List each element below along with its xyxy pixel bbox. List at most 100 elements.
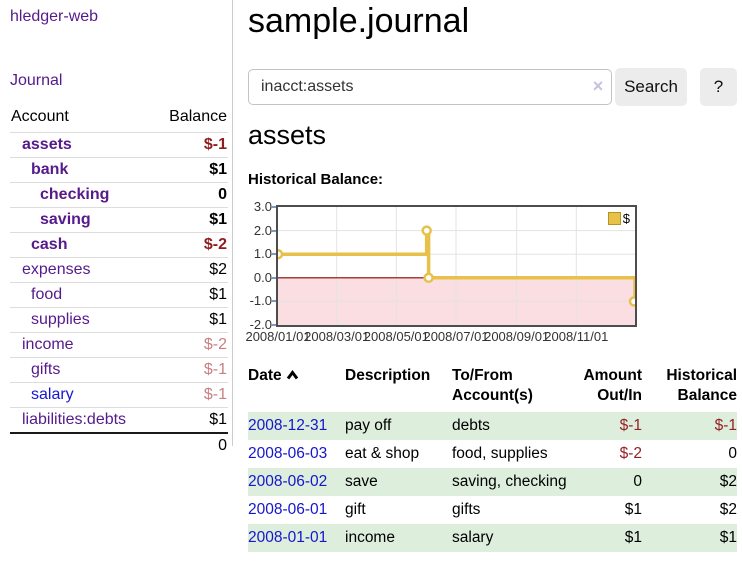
account-balance: $1 xyxy=(150,307,228,333)
date-column-header[interactable]: Date xyxy=(248,363,345,412)
accounts-total-row: 0 xyxy=(10,432,228,458)
search-button[interactable]: Search xyxy=(615,68,687,106)
transaction-balance: $1 xyxy=(719,529,737,546)
legend-swatch-icon xyxy=(607,212,621,225)
x-axis-tick-label: 2008/09/01 xyxy=(484,329,550,344)
transaction-accounts: salary xyxy=(452,529,494,546)
account-balance: $1 xyxy=(150,407,228,433)
y-axis-tick-label: -1.0 xyxy=(249,293,272,309)
transaction-date-link[interactable]: 2008-01-01 xyxy=(248,529,328,546)
y-axis-tick-label: 0.0 xyxy=(253,269,272,285)
y-axis-tick-mark xyxy=(271,229,276,232)
account-link-food[interactable]: food xyxy=(31,286,63,303)
transaction-row[interactable]: 2008-06-01 gift gifts $1 $2 xyxy=(248,496,737,524)
y-axis-tick-mark xyxy=(271,300,276,303)
account-row: food $1 xyxy=(10,282,228,308)
transaction-balance: $-1 xyxy=(714,417,737,434)
chart-canvas xyxy=(278,207,635,325)
brand-link[interactable]: hledger-web xyxy=(10,8,99,25)
account-link-checking[interactable]: checking xyxy=(40,186,110,203)
transaction-amount: $1 xyxy=(624,501,642,518)
help-button[interactable]: ? xyxy=(700,68,737,106)
account-balance: $-2 xyxy=(150,332,228,358)
y-axis-tick-mark xyxy=(271,253,276,256)
account-link-cash[interactable]: cash xyxy=(31,236,68,253)
account-row: liabilities:debts $1 xyxy=(10,407,228,433)
balance-column-header: Balance xyxy=(169,108,227,125)
x-axis-tick-label: 2008/11/01 xyxy=(544,329,609,344)
sort-ascending-icon xyxy=(286,367,299,387)
x-axis-tick-label: 2008/03/01 xyxy=(304,329,370,344)
transaction-row[interactable]: 2008-06-03 eat & shop food, supplies $-2 0 xyxy=(248,440,737,468)
transaction-row[interactable]: 2008-12-31 pay off debts $-1 $-1 xyxy=(248,412,737,440)
transaction-amount: $-2 xyxy=(619,445,642,462)
account-link-assets[interactable]: assets xyxy=(22,136,72,153)
account-balance-table: Account Balance assets $-1 bank $1 checking 0… xyxy=(10,104,228,458)
account-table-header: Account Balance xyxy=(10,104,228,133)
transaction-amount: $1 xyxy=(624,529,642,546)
account-balance: 0 xyxy=(150,182,228,208)
transaction-date-link[interactable]: 2008-12-31 xyxy=(248,417,328,434)
account-balance: $-1 xyxy=(150,382,228,408)
transaction-date-link[interactable]: 2008-06-03 xyxy=(248,445,328,462)
account-link-saving[interactable]: saving xyxy=(40,211,91,228)
x-axis-tick-label: 2008/07/01 xyxy=(423,329,489,344)
account-row: income $-2 xyxy=(10,332,228,358)
account-row: expenses $2 xyxy=(10,257,228,283)
account-balance: $-2 xyxy=(150,232,228,258)
account-column-header: Account xyxy=(11,108,69,125)
transaction-amount: 0 xyxy=(633,473,642,490)
transactions-table: Date Description To/From Account(s) Amou… xyxy=(248,363,737,552)
search-input[interactable] xyxy=(248,69,612,105)
account-link-bank[interactable]: bank xyxy=(31,161,69,178)
sidebar-divider xyxy=(232,0,233,446)
y-axis-tick-label: -2.0 xyxy=(249,317,272,332)
y-axis-tick-label: 3.0 xyxy=(253,199,272,214)
y-axis-tick-label: 2.0 xyxy=(253,222,272,238)
transaction-date-link[interactable]: 2008-06-01 xyxy=(248,501,328,518)
historical-balance-chart: $ 3.0 2.0 1.0 0.0 -1.0 -2.0 2008/01/01 2008/03/… xyxy=(245,199,742,347)
transaction-accounts: gifts xyxy=(452,501,481,518)
account-row: checking 0 xyxy=(10,182,228,208)
account-row: assets $-1 xyxy=(10,132,228,158)
accounts-column-header: To/From Account(s) xyxy=(452,367,533,404)
account-row: salary $-1 xyxy=(10,382,228,408)
page-title: sample.journal xyxy=(248,2,470,40)
transaction-row[interactable]: 2008-06-02 save saving, checking 0 $2 xyxy=(248,468,737,496)
account-link-expenses[interactable]: expenses xyxy=(22,261,91,278)
description-column-header: Description xyxy=(345,367,431,384)
transaction-date-link[interactable]: 2008-06-02 xyxy=(248,473,328,490)
account-link-income[interactable]: income xyxy=(22,336,74,353)
transaction-row[interactable]: 2008-01-01 income salary $1 $1 xyxy=(248,524,737,552)
account-row: bank $1 xyxy=(10,157,228,183)
y-axis-tick-mark xyxy=(271,324,276,326)
transaction-balance: $2 xyxy=(719,473,737,490)
account-heading: assets xyxy=(248,120,327,150)
clear-search-icon[interactable]: × xyxy=(592,76,604,96)
account-link-salary[interactable]: salary xyxy=(31,386,74,403)
transaction-description: eat & shop xyxy=(345,445,420,462)
transactions-header-row: Date Description To/From Account(s) Amou… xyxy=(248,363,737,412)
account-balance: $-1 xyxy=(150,132,228,158)
account-row: supplies $1 xyxy=(10,307,228,333)
transaction-balance: $2 xyxy=(719,501,737,518)
transaction-description: income xyxy=(345,529,395,546)
legend-label: $ xyxy=(622,211,630,226)
transaction-accounts: debts xyxy=(452,417,490,434)
account-link-supplies[interactable]: supplies xyxy=(31,311,90,328)
transaction-accounts: saving, checking xyxy=(452,473,567,490)
main-content: sample.journal × Search ? assets Histori… xyxy=(245,0,742,582)
account-balance: $-1 xyxy=(150,357,228,383)
sidebar-item-journal[interactable]: Journal xyxy=(10,72,63,89)
y-axis-tick-mark xyxy=(271,276,276,279)
account-row: cash $-2 xyxy=(10,232,228,258)
accounts-total-value: 0 xyxy=(150,432,228,458)
x-axis-tick-label: 2008/05/01 xyxy=(363,329,429,344)
transaction-balance: 0 xyxy=(728,445,737,462)
account-link-liabilities-debts[interactable]: liabilities:debts xyxy=(22,411,127,428)
account-link-gifts[interactable]: gifts xyxy=(31,361,61,378)
transaction-description: pay off xyxy=(345,417,392,434)
amount-column-header: Amount Out/In xyxy=(583,367,642,404)
balance-column-header: Historical Balance xyxy=(666,367,737,404)
